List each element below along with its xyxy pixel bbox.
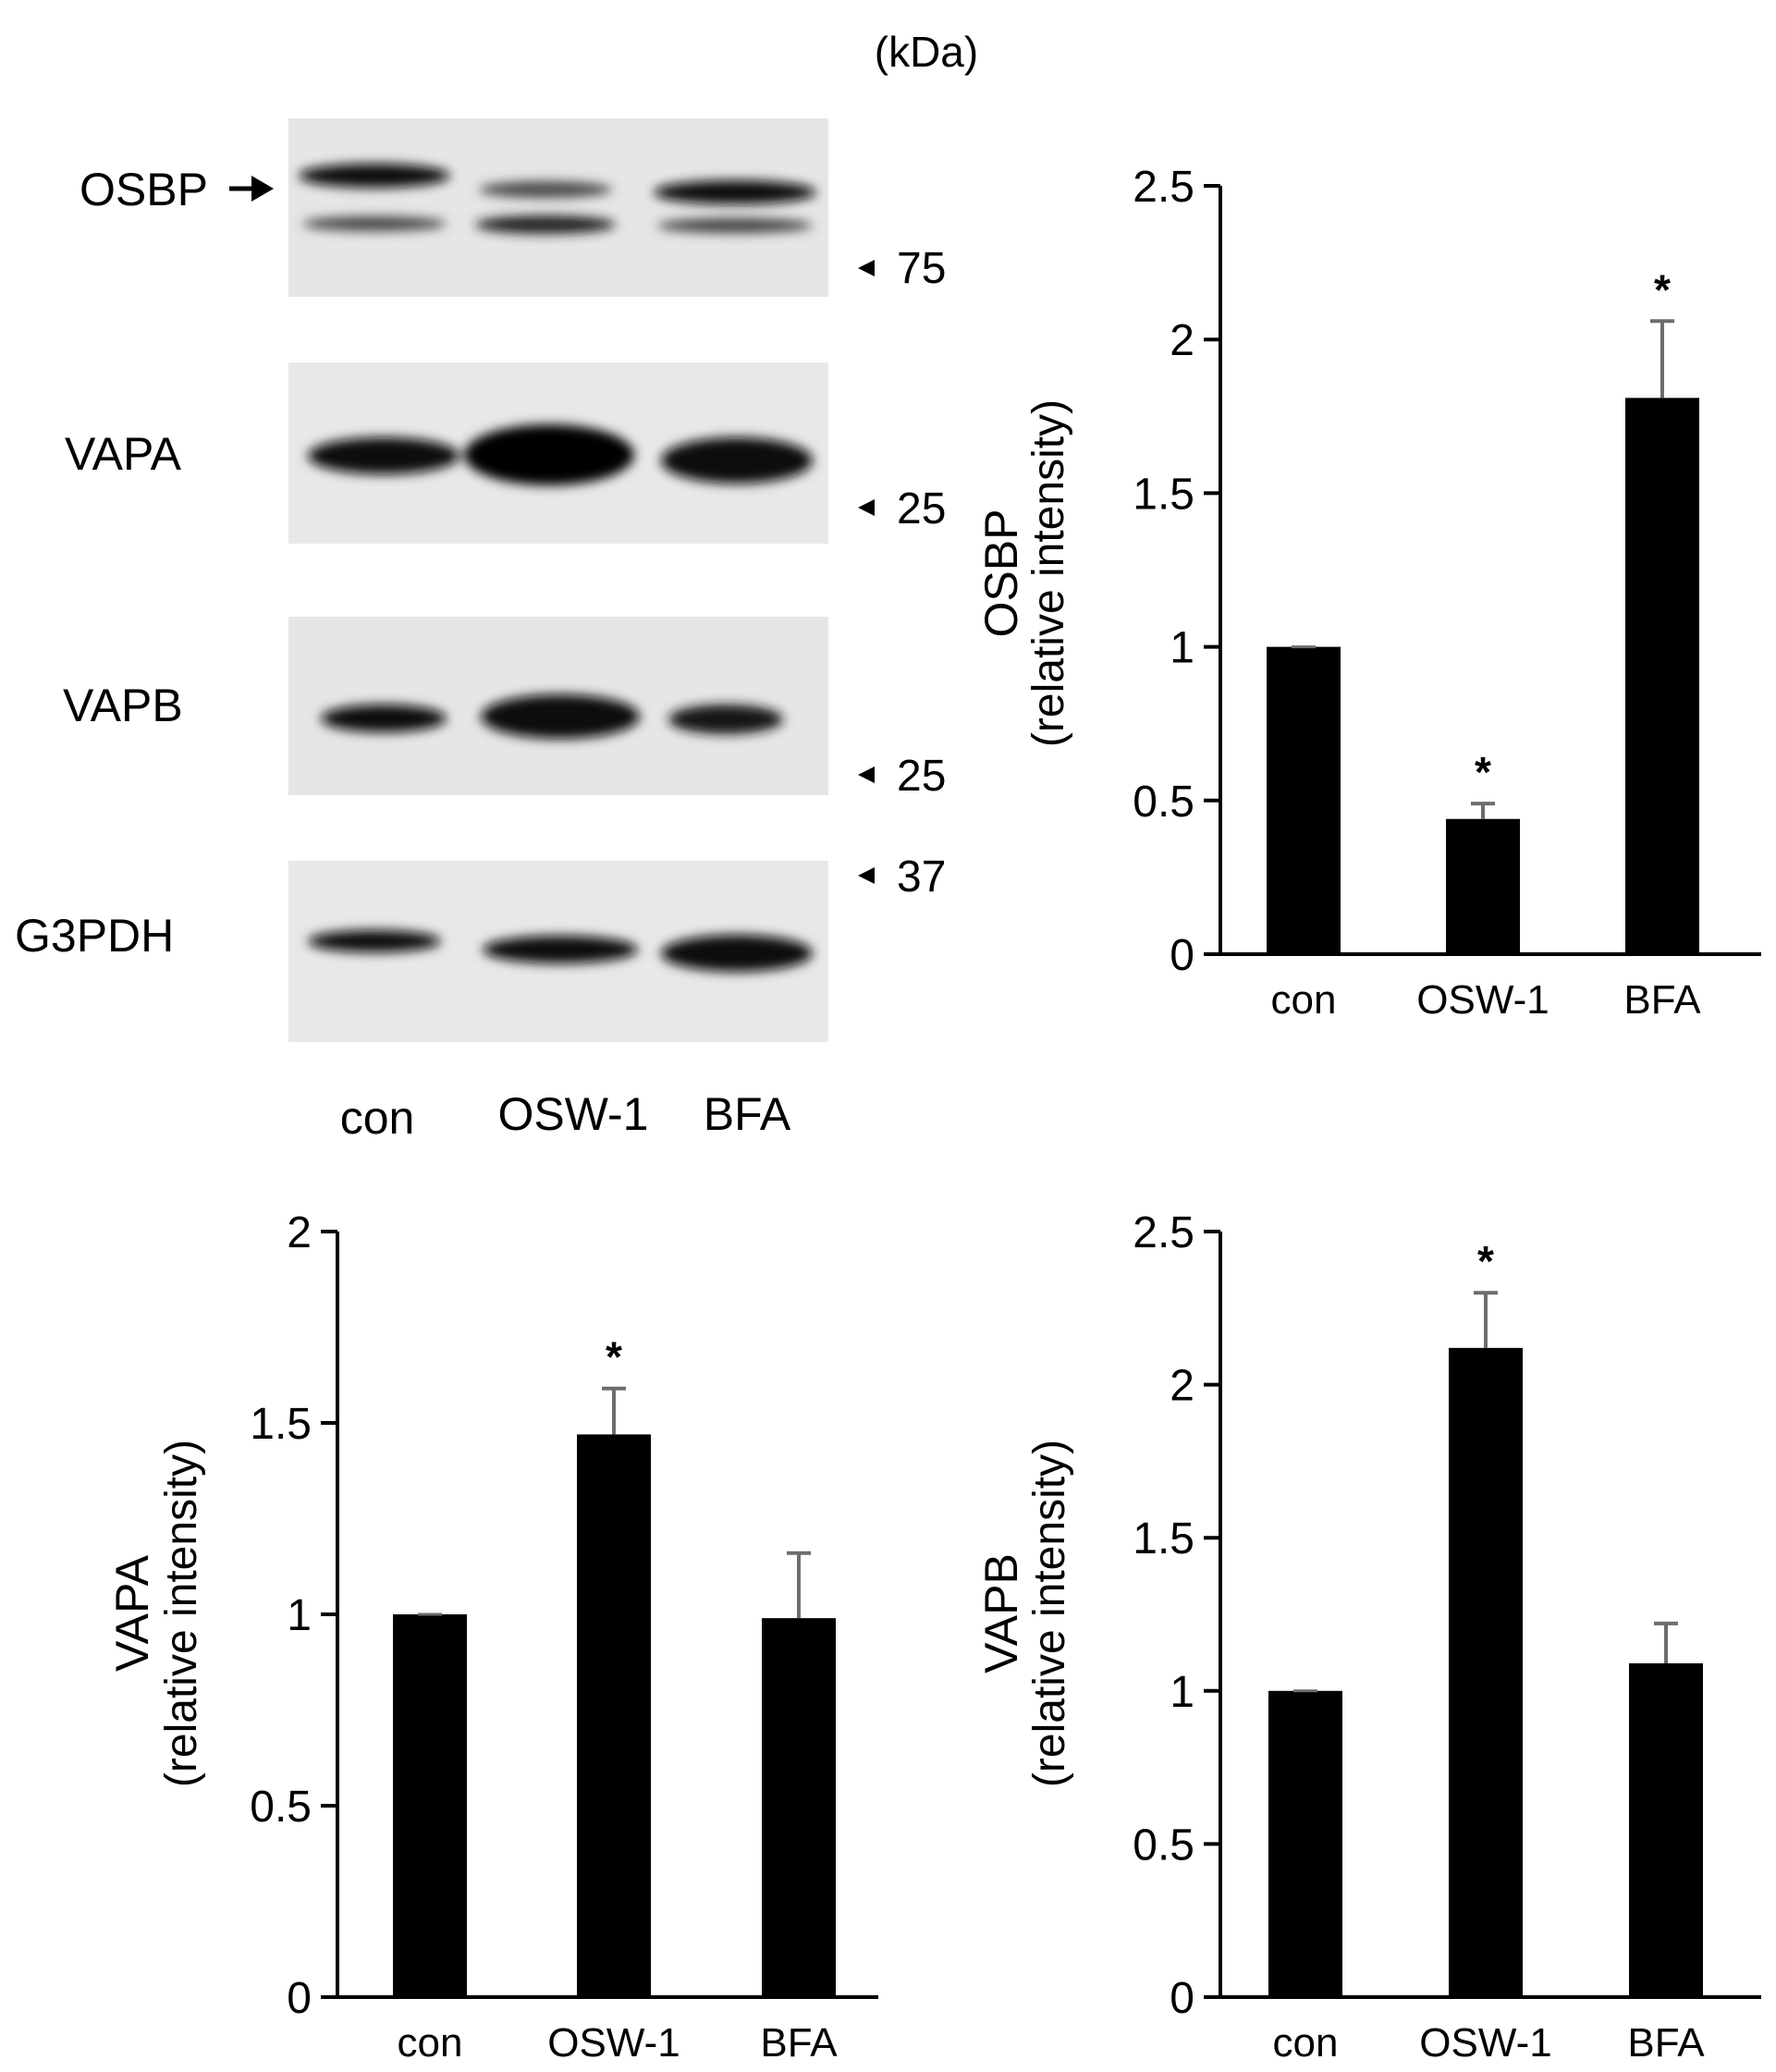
y-tick-label: 0 [1170,931,1194,980]
blot-membrane-vapa [288,362,828,544]
y-tick-label: 2.5 [1133,1208,1194,1257]
triangle-left-icon [858,499,875,516]
y-tick-label: 1.5 [250,1400,312,1449]
y-tick-label: 0 [287,1974,312,2023]
blot-membrane-vapb [288,617,828,795]
y-axis-sublabel: (relative intensity) [157,1440,206,1787]
lane-label: BFA [704,1088,791,1140]
significance-marker: * [1654,265,1671,313]
bar [1268,1690,1342,1997]
y-tick-label: 2 [287,1208,312,1257]
y-tick-label: 2.5 [1133,163,1194,212]
bar [577,1434,651,1997]
arrow-right-icon [229,176,274,202]
protein-label-vapa: VAPA [65,428,182,480]
vapa-bar-chart: con * OSW-1 BFA 0 0.5 1 1.5 2 VAPA (relative inten… [106,1208,878,2066]
x-tick-label: BFA [1627,2020,1705,2066]
marker-label-vapb: 25 [897,752,946,801]
y-tick-label: 1 [1170,624,1194,673]
y-tick-label: 0.5 [1133,1821,1194,1870]
bar [762,1618,836,1997]
kda-unit-label: (kDa) [875,28,978,76]
western-blot: (kDa) OSBP 75 [15,28,978,1144]
triangle-left-icon [858,867,875,884]
x-tick-label: OSW-1 [1416,977,1549,1023]
bar [393,1614,467,1997]
y-axis-label: VAPB [975,1553,1027,1674]
y-tick-label: 0 [1170,1974,1194,2023]
x-tick-label: BFA [1623,977,1701,1023]
lane-label: OSW-1 [498,1088,649,1140]
bar [1446,818,1520,954]
triangle-left-icon [858,260,875,276]
y-tick-label: 2 [1170,316,1194,365]
blot-membrane-g3pdh [288,861,828,1042]
y-axis-sublabel: (relative intensity) [1024,399,1073,747]
blot-membrane-osbp [288,118,828,297]
y-tick-label: 1 [287,1591,312,1640]
bar [1629,1662,1703,1997]
lane-label: con [340,1092,415,1144]
marker-label-osbp: 75 [897,244,946,293]
bar [1267,646,1341,954]
y-axis-label: OSBP [975,509,1027,638]
significance-marker: * [606,1333,622,1381]
x-tick-label: con [398,2020,463,2066]
protein-label-vapb: VAPB [63,680,183,731]
marker-label-g3pdh: 37 [897,852,946,901]
y-tick-label: 1.5 [1133,1514,1194,1563]
bar [1449,1347,1523,1997]
x-tick-label: BFA [760,2020,838,2066]
triangle-left-icon [858,766,875,783]
y-axis-sublabel: (relative intensity) [1025,1440,1074,1787]
vapb-bar-chart: con * OSW-1 BFA 0 0.5 1 1.5 2 2.5 VAPB(relative in… [975,1208,1761,2066]
y-tick-label: 2 [1170,1362,1194,1411]
osbp-bar-chart: con * OSW-1 * BFA 0 0.5 1 1.5 2 2.5 OSBP(relative i… [975,163,1761,1023]
y-tick-label: 0.5 [1133,778,1194,827]
y-tick-label: 0.5 [250,1783,312,1832]
y-tick-label: 1 [1170,1668,1194,1717]
protein-label-osbp: OSBP [80,164,208,215]
significance-marker: * [1475,748,1491,796]
marker-label-vapa: 25 [897,484,946,533]
y-axis-label: VAPA [106,1554,158,1672]
x-tick-label: con [1271,977,1337,1023]
x-tick-label: OSW-1 [547,2020,680,2066]
bar [1625,398,1699,955]
x-tick-label: con [1273,2020,1339,2066]
protein-label-g3pdh: G3PDH [15,910,174,962]
significance-marker: * [1477,1237,1494,1285]
y-tick-label: 1.5 [1133,470,1194,519]
x-tick-label: OSW-1 [1419,2020,1551,2066]
